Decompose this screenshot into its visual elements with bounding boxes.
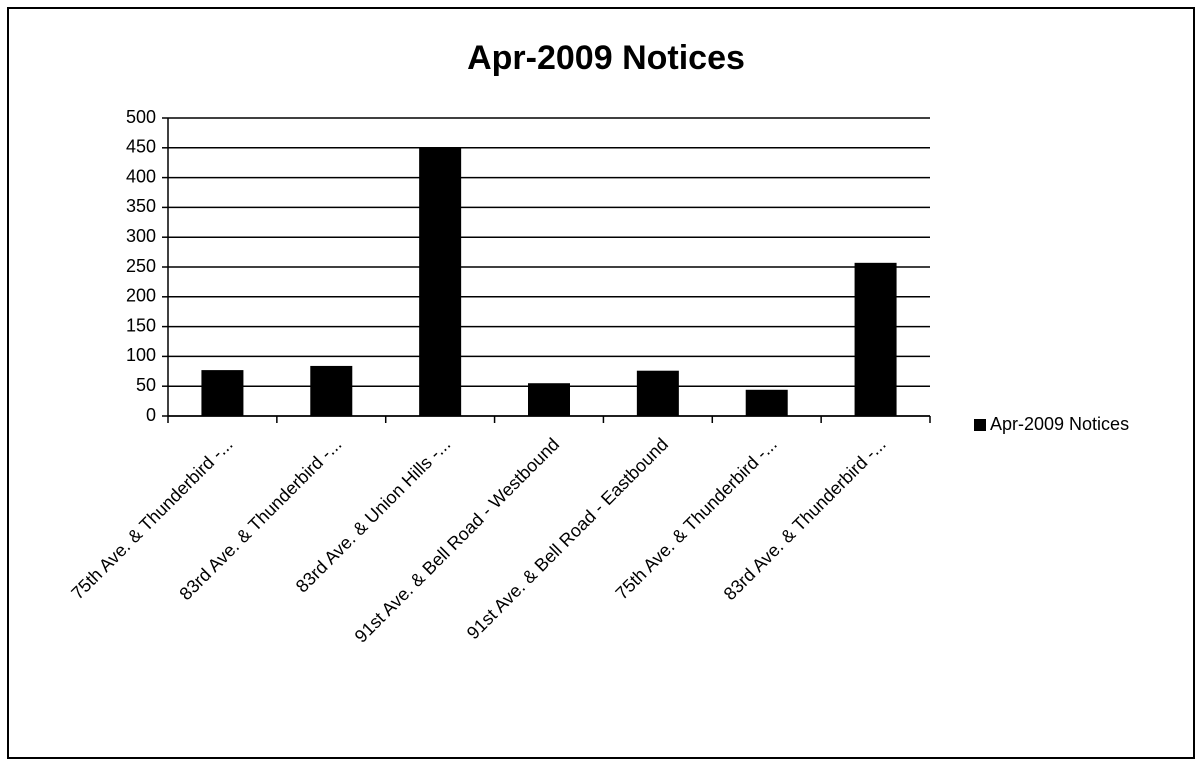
- y-tick-label: 100: [126, 345, 156, 365]
- bar: [310, 365, 353, 416]
- y-tick-label: 450: [126, 137, 156, 157]
- bar: [528, 383, 570, 416]
- bar: [854, 262, 897, 416]
- y-tick-label: 200: [126, 286, 156, 306]
- y-tick-label: 300: [126, 226, 156, 246]
- y-tick-label: 250: [126, 256, 156, 276]
- y-tick-label: 50: [136, 375, 156, 395]
- y-tick-label: 150: [126, 315, 156, 335]
- legend-label: Apr-2009 Notices: [990, 414, 1129, 434]
- chart-frame: [7, 7, 1195, 759]
- x-tick-label: 91st Ave. & Bell Road - Westbound: [351, 434, 563, 646]
- bar: [201, 370, 244, 416]
- chart-title: Apr-2009 Notices: [467, 39, 745, 77]
- bar: [636, 370, 679, 416]
- y-tick-label: 350: [126, 196, 156, 216]
- bar: [745, 389, 788, 416]
- y-tick-label: 0: [146, 405, 156, 425]
- bar: [419, 147, 462, 417]
- y-tick-label: 500: [126, 107, 156, 127]
- legend-swatch: [974, 419, 986, 431]
- y-tick-label: 400: [126, 166, 156, 186]
- x-tick-label: 91st Ave. & Bell Road - Eastbound: [463, 434, 672, 643]
